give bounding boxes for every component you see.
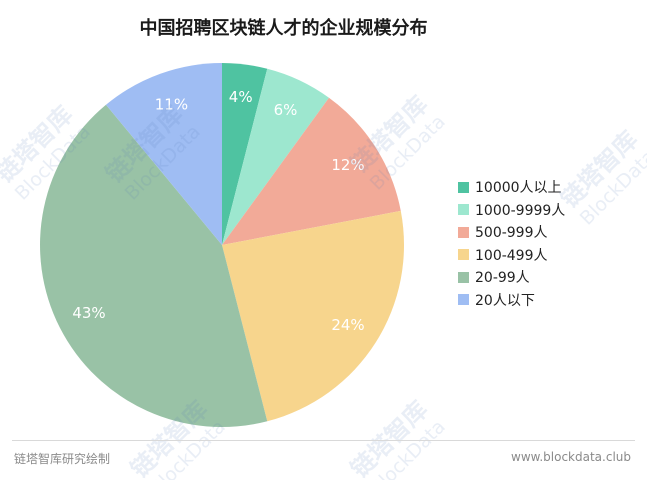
legend-label-0: 10000人以上 bbox=[475, 180, 562, 197]
legend-swatch-5 bbox=[458, 294, 469, 306]
slice-label-5: 11% bbox=[155, 96, 188, 114]
legend-item-0[interactable]: 10000人以上 bbox=[458, 176, 565, 199]
legend-label-3: 100-499人 bbox=[475, 247, 548, 264]
chart-title: 中国招聘区块链人才的企业规模分布 bbox=[139, 18, 428, 39]
legend-swatch-4 bbox=[458, 271, 469, 283]
legend: 10000人以上 1000-9999人 500-999人 100-499人 20-99人… bbox=[458, 176, 565, 311]
slice-label-0: 4% bbox=[229, 88, 253, 106]
slice-label-2: 12% bbox=[331, 156, 364, 174]
legend-item-4[interactable]: 20-99人 bbox=[458, 266, 565, 289]
pie-slice-3[interactable] bbox=[222, 210, 405, 422]
legend-label-1: 1000-9999人 bbox=[475, 202, 566, 219]
legend-label-4: 20-99人 bbox=[475, 270, 530, 287]
legend-item-5[interactable]: 20人以下 bbox=[458, 289, 565, 312]
pie-slice-5[interactable] bbox=[105, 63, 222, 245]
pie-slice-2[interactable] bbox=[222, 97, 401, 245]
legend-swatch-0 bbox=[458, 181, 469, 193]
pie-slice-4[interactable] bbox=[40, 104, 268, 427]
footer-website[interactable]: www.blockdata.club bbox=[511, 450, 631, 464]
pie-slices bbox=[40, 63, 405, 427]
legend-item-3[interactable]: 100-499人 bbox=[458, 244, 565, 267]
pie-slice-0[interactable] bbox=[222, 63, 268, 245]
legend-item-2[interactable]: 500-999人 bbox=[458, 221, 565, 244]
slice-label-4: 43% bbox=[72, 304, 105, 322]
legend-label-5: 20人以下 bbox=[475, 292, 535, 309]
footer-source: 链塔智库研究绘制 bbox=[14, 452, 111, 466]
footer-divider bbox=[12, 440, 635, 441]
legend-swatch-1 bbox=[458, 204, 469, 216]
legend-label-2: 500-999人 bbox=[475, 225, 548, 242]
legend-swatch-3 bbox=[458, 249, 469, 261]
legend-swatch-2 bbox=[458, 226, 469, 238]
pie-slice-labels: 4% 6% 12% 24% 43% 11% bbox=[72, 88, 364, 334]
legend-item-1[interactable]: 1000-9999人 bbox=[458, 199, 565, 222]
pie-slice-1[interactable] bbox=[222, 68, 329, 245]
slice-label-1: 6% bbox=[274, 101, 298, 119]
slice-label-3: 24% bbox=[331, 316, 364, 334]
